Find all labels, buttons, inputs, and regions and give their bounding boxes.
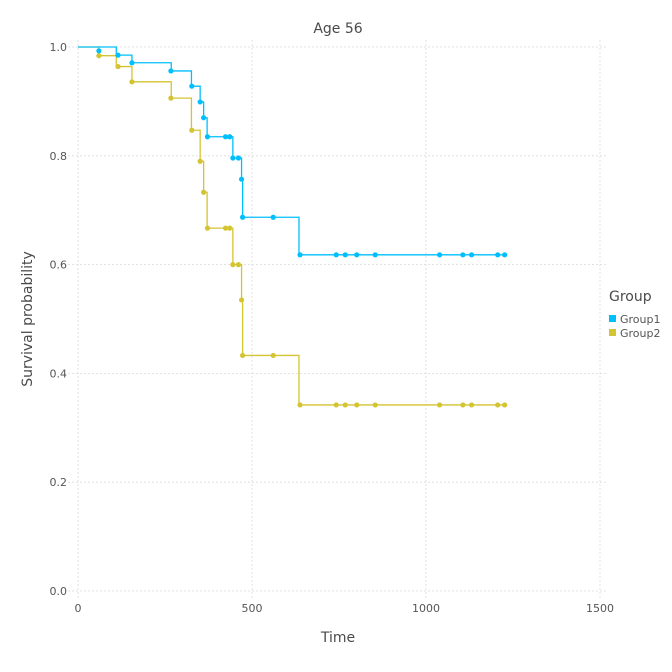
data-point-group2 bbox=[502, 402, 508, 408]
data-point-group2 bbox=[297, 402, 303, 408]
data-point-group2 bbox=[342, 402, 348, 408]
data-point-group2 bbox=[354, 402, 360, 408]
chart-title: Age 56 bbox=[313, 21, 362, 37]
x-axis-title: Time bbox=[320, 630, 355, 646]
x-tick-label: 0 bbox=[75, 602, 82, 615]
data-point-group1 bbox=[468, 252, 475, 258]
data-point-group1 bbox=[270, 214, 276, 220]
data-point-group1 bbox=[227, 134, 233, 140]
data-point-group2 bbox=[222, 225, 229, 231]
grid bbox=[68, 40, 606, 598]
data-point-group1 bbox=[235, 155, 242, 161]
data-point-group1 bbox=[189, 83, 195, 89]
data-point-group2 bbox=[204, 225, 211, 231]
data-point-group1 bbox=[222, 134, 229, 140]
data-point-group1 bbox=[436, 252, 443, 258]
data-point-group2 bbox=[468, 402, 475, 408]
y-tick-label: 0.0 bbox=[50, 585, 68, 598]
data-point-group2 bbox=[240, 352, 246, 359]
data-point-group1 bbox=[197, 99, 203, 105]
data-point-group1 bbox=[129, 60, 135, 66]
x-tick-label: 1500 bbox=[586, 602, 614, 615]
x-tick-label: 1000 bbox=[412, 602, 440, 615]
data-point-group2 bbox=[189, 127, 195, 133]
legend-swatch-group2 bbox=[609, 329, 616, 336]
data-point-group1 bbox=[96, 48, 102, 54]
data-point-group2 bbox=[230, 262, 236, 268]
series-group2 bbox=[78, 46, 508, 408]
data-point-group2 bbox=[168, 95, 174, 101]
data-point-group1 bbox=[297, 252, 303, 258]
data-point-group1 bbox=[115, 52, 121, 58]
y-tick-label: 0.4 bbox=[50, 367, 68, 380]
series-group1 bbox=[78, 46, 508, 258]
data-point-group2 bbox=[115, 63, 121, 70]
data-point-group1 bbox=[495, 252, 501, 258]
legend-swatch-group1 bbox=[609, 315, 616, 322]
data-point-group2 bbox=[460, 402, 466, 408]
data-point-group2 bbox=[129, 79, 135, 85]
survival-step-line-group2 bbox=[78, 46, 507, 406]
legend-title: Group bbox=[609, 289, 652, 305]
data-point-group1 bbox=[372, 252, 378, 258]
data-point-group2 bbox=[270, 352, 276, 359]
legend-label-group2: Group2 bbox=[620, 327, 661, 340]
data-point-group2 bbox=[372, 402, 378, 408]
data-point-group2 bbox=[238, 297, 245, 303]
y-tick-label: 0.6 bbox=[50, 259, 68, 272]
legend-label-group1: Group1 bbox=[620, 313, 661, 326]
data-point-group1 bbox=[238, 176, 245, 182]
data-point-group2 bbox=[333, 402, 339, 408]
x-tick-label: 500 bbox=[242, 602, 263, 615]
data-point-group2 bbox=[201, 189, 207, 195]
data-point-group2 bbox=[227, 225, 233, 231]
data-point-group1 bbox=[168, 68, 174, 74]
data-point-group1 bbox=[201, 115, 207, 121]
data-point-group1 bbox=[502, 252, 508, 258]
y-tick-label: 0.2 bbox=[50, 476, 68, 489]
data-point-group2 bbox=[197, 158, 203, 164]
data-point-group1 bbox=[354, 252, 360, 258]
data-point-group1 bbox=[342, 252, 348, 258]
series-layer bbox=[78, 46, 508, 408]
axis-ticks: 0 500 1000 1500 0.0 0.2 0.4 0.6 0.8 1.0 bbox=[50, 41, 615, 615]
data-point-group2 bbox=[96, 53, 102, 59]
data-point-group1 bbox=[240, 214, 246, 220]
legend: Group Group1 Group2 bbox=[609, 289, 661, 340]
data-point-group1 bbox=[204, 134, 211, 140]
y-tick-label: 0.8 bbox=[50, 150, 68, 163]
data-point-group1 bbox=[230, 155, 236, 161]
data-point-group2 bbox=[436, 402, 443, 408]
data-point-group1 bbox=[333, 252, 339, 258]
y-axis-title: Survival probability bbox=[20, 251, 36, 387]
data-point-group2 bbox=[235, 262, 242, 268]
y-tick-label: 1.0 bbox=[50, 41, 68, 54]
data-point-group2 bbox=[495, 402, 501, 408]
data-point-group1 bbox=[460, 252, 466, 258]
survival-step-line-group1 bbox=[78, 46, 507, 256]
